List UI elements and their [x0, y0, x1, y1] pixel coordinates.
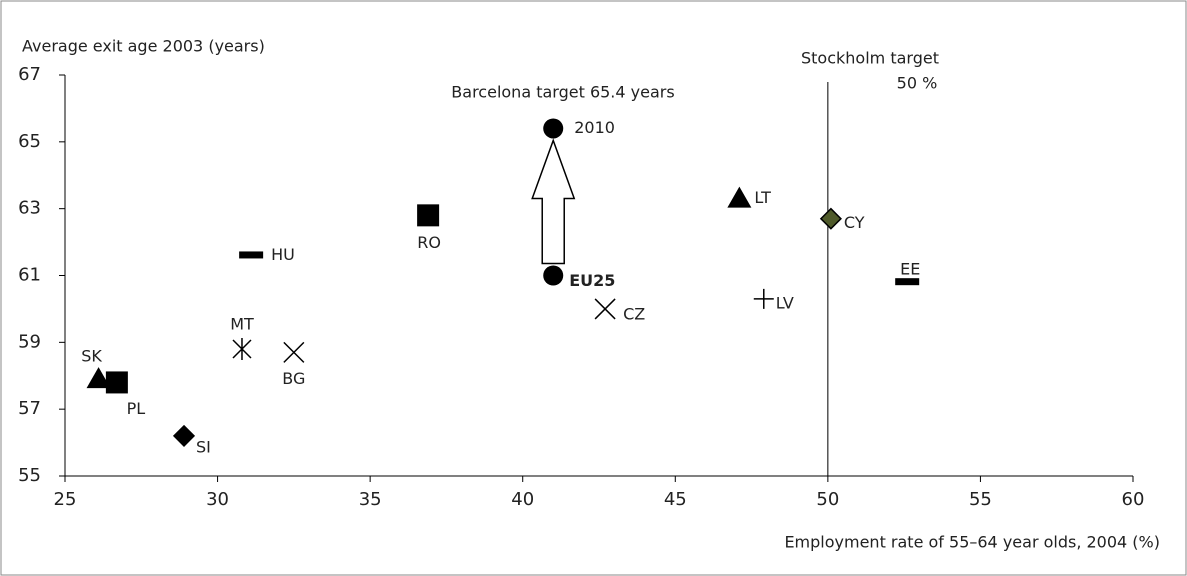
- y-tick-label: 59: [18, 331, 41, 352]
- marker: [172, 424, 196, 447]
- point-label: CZ: [623, 304, 645, 323]
- point-label: CY: [844, 213, 865, 232]
- point-label: EU25: [569, 271, 615, 290]
- y-axis-label: Average exit age 2003 (years): [22, 37, 265, 56]
- marker: [239, 251, 264, 259]
- marker: [543, 265, 564, 286]
- point-label: SI: [196, 437, 211, 456]
- point-label: SK: [81, 347, 102, 366]
- x-tick-label: 40: [511, 489, 534, 510]
- marker: [727, 186, 752, 208]
- x-tick-label: 35: [359, 489, 382, 510]
- x-tick-label: 45: [664, 489, 687, 510]
- x-axis-label: Employment rate of 55–64 year olds, 2004…: [784, 533, 1160, 552]
- x-tick-label: 30: [206, 489, 229, 510]
- marker: [86, 367, 111, 389]
- marker: [232, 338, 252, 361]
- point-label: LT: [754, 188, 771, 207]
- marker: [417, 204, 440, 227]
- y-tick-label: 57: [18, 398, 41, 419]
- barcelona-label: Barcelona target 65.4 years: [451, 83, 674, 102]
- point-label: LV: [776, 293, 794, 312]
- point-label: RO: [417, 233, 441, 252]
- marker: [283, 341, 305, 363]
- y-tick-label: 63: [18, 198, 41, 219]
- marker: [895, 278, 920, 286]
- stockholm-label: Stockholm target: [801, 49, 939, 68]
- x-tick-label: 60: [1122, 489, 1145, 510]
- point-label: EE: [900, 260, 920, 279]
- x-tick-label: 50: [816, 489, 839, 510]
- point-label: BG: [282, 369, 305, 388]
- y-tick-label: 65: [18, 131, 41, 152]
- y-tick-label: 67: [18, 64, 41, 85]
- point-label: HU: [271, 245, 295, 264]
- marker: [594, 298, 616, 320]
- marker: [105, 371, 128, 394]
- y-tick-label: 55: [18, 465, 41, 486]
- target-arrow: [531, 138, 576, 265]
- stockholm-value: 50 %: [897, 74, 938, 93]
- point-label: 2010: [574, 118, 615, 137]
- marker: [753, 288, 774, 309]
- y-tick-label: 61: [18, 265, 41, 286]
- marker: [543, 118, 564, 139]
- x-tick-label: 25: [54, 489, 77, 510]
- point-label: PL: [127, 399, 146, 418]
- marker: [819, 207, 842, 230]
- x-tick-label: 55: [969, 489, 992, 510]
- point-label: MT: [230, 315, 254, 334]
